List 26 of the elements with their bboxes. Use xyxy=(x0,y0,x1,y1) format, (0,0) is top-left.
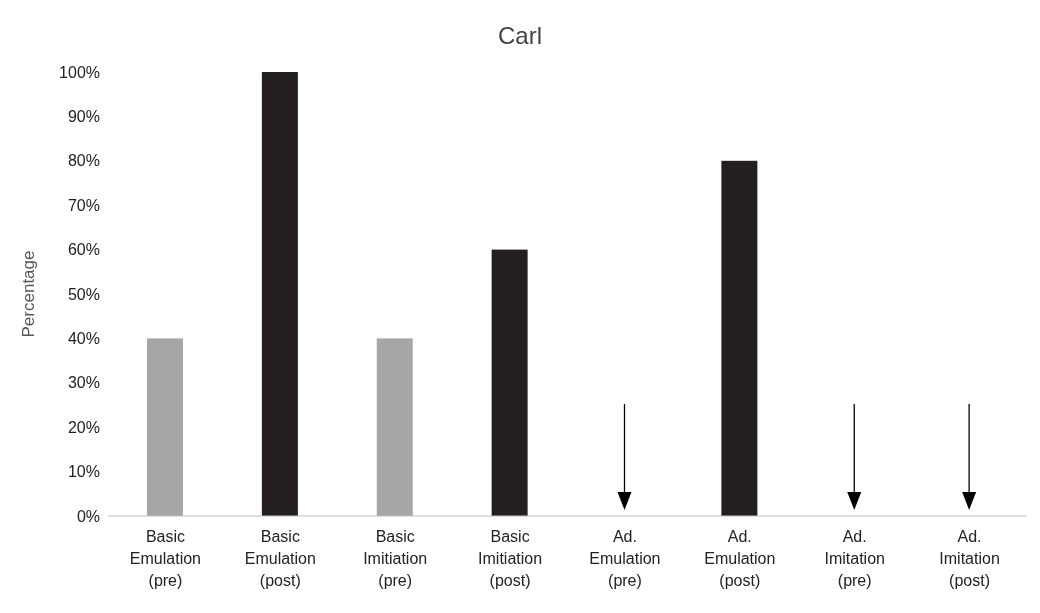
y-tick-label: 30% xyxy=(67,374,100,392)
y-axis-title: Percentage xyxy=(19,250,39,338)
bar xyxy=(721,160,758,516)
y-tick-label: 60% xyxy=(67,241,100,259)
x-tick-label: Ad. Imitation (pre) xyxy=(824,528,885,589)
chart-title: Carl xyxy=(497,21,543,51)
bar xyxy=(376,338,413,516)
y-tick-label: 10% xyxy=(67,463,100,481)
y-tick-label: 80% xyxy=(67,152,100,170)
x-tick-label: Basic Imitiation (pre) xyxy=(363,528,428,589)
y-tick-label: 40% xyxy=(67,330,100,348)
y-tick-label: 100% xyxy=(59,63,100,81)
x-tick-label: Basic Imitiation (post) xyxy=(478,528,543,589)
x-tick-label: Basic Emulation (pre) xyxy=(129,528,202,589)
y-tick-label: 90% xyxy=(67,108,100,126)
bar xyxy=(261,72,298,516)
x-tick-label: Ad. Imitation (post) xyxy=(939,528,1000,589)
y-tick-label: 70% xyxy=(67,196,100,214)
bar xyxy=(147,338,183,516)
x-tick-label: Ad. Emulation (post) xyxy=(704,528,776,589)
y-tick-label: 50% xyxy=(67,285,100,303)
y-tick-label: 20% xyxy=(67,418,100,436)
y-tick-label: 0% xyxy=(76,507,100,525)
x-tick-label: Basic Emulation (post) xyxy=(244,528,316,589)
x-tick-label: Ad. Emulation (pre) xyxy=(589,528,661,589)
bar xyxy=(491,249,528,516)
